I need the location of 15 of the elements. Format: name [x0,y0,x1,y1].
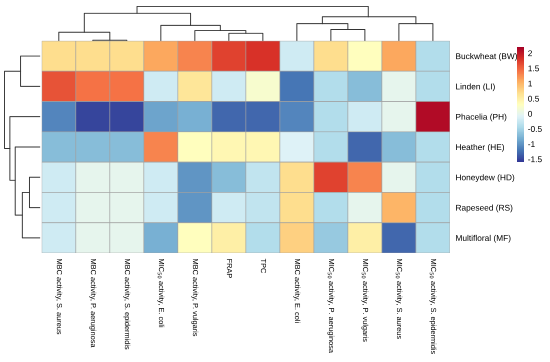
y-tick-label: Phacelia (PH) [456,114,506,122]
color-bar-label: 1 [528,80,532,86]
y-tick-label: Honeydew (HD) [456,174,514,182]
y-tick-label: Linden (LI) [456,83,495,92]
y-tick-label: Buckwheat (BW) [456,53,517,61]
color-bar-label: 2 [528,50,532,56]
color-bar-label: 1.5 [528,66,539,72]
color-bar-label: -1.5 [528,156,542,162]
y-tick-label: Heather (HE) [456,144,504,152]
color-bar-label: 0 [528,110,532,117]
y-tick-label: Multifloral (MF) [456,234,510,243]
color-bar-label: 0.5 [528,96,539,102]
color-bar-label: -0.5 [528,126,542,132]
y-tick-label: Rapeseed (RS) [456,204,512,212]
color-bar-label: -1 [528,141,535,148]
